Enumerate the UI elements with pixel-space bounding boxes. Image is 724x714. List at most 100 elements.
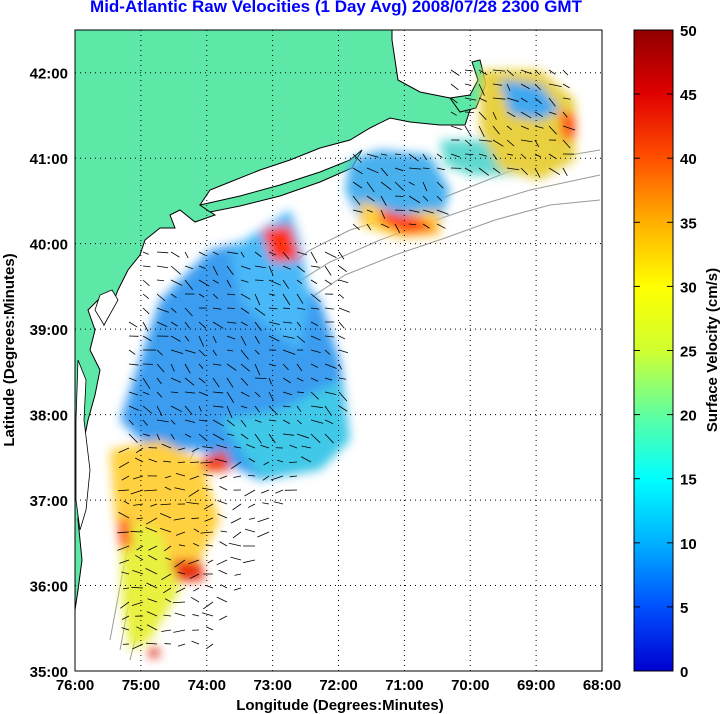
velocity-vector xyxy=(119,559,130,564)
velocity-vector xyxy=(254,433,262,444)
velocity-vector xyxy=(120,601,130,609)
velocity-vector xyxy=(254,363,261,376)
velocity-vector xyxy=(240,349,249,360)
velocity-vector xyxy=(338,335,346,340)
velocity-vector xyxy=(233,475,242,478)
velocity-vector xyxy=(162,587,172,594)
velocity-vector xyxy=(128,433,138,443)
velocity-vector xyxy=(408,181,415,186)
velocity-vector xyxy=(145,517,158,525)
velocity-vector xyxy=(534,83,541,91)
velocity-vector xyxy=(240,293,251,300)
velocity-vector xyxy=(118,511,130,519)
velocity-vector xyxy=(296,405,302,412)
velocity-vector xyxy=(193,528,200,533)
velocity-vector xyxy=(548,69,556,75)
velocity-vector xyxy=(296,377,304,382)
velocity-vector xyxy=(207,559,214,564)
velocity-vector xyxy=(191,447,200,453)
velocity-vector xyxy=(219,615,228,621)
velocity-vector xyxy=(135,447,144,454)
velocity-vector xyxy=(408,153,419,162)
velocity-vector xyxy=(268,307,278,310)
velocity-vector xyxy=(177,461,186,464)
velocity-vector xyxy=(212,391,224,394)
velocity-vector xyxy=(520,125,530,130)
y-tick-label: 42:00 xyxy=(30,66,68,83)
velocity-vector xyxy=(188,559,200,565)
x-tick-label: 76:00 xyxy=(56,677,94,694)
velocity-vector xyxy=(282,335,295,339)
velocity-vector xyxy=(352,195,361,206)
velocity-vector xyxy=(324,265,332,276)
velocity-vector xyxy=(422,181,428,192)
velocity-vector xyxy=(184,279,194,291)
velocity-vector xyxy=(184,349,196,354)
velocity-vector xyxy=(282,279,290,289)
velocity-vector xyxy=(520,83,530,90)
colorbar-tick-label: 15 xyxy=(680,472,697,489)
velocity-vector xyxy=(324,279,333,285)
velocity-vector xyxy=(189,573,200,579)
velocity-vector xyxy=(478,139,492,142)
velocity-vector xyxy=(310,293,321,303)
velocity-vector xyxy=(310,279,318,285)
velocity-vector xyxy=(214,458,228,463)
velocity-vector xyxy=(562,139,571,149)
velocity-vector xyxy=(204,517,214,522)
velocity-vector xyxy=(128,349,136,355)
velocity-vector xyxy=(520,167,528,176)
velocity-vector xyxy=(142,265,151,268)
velocity-vector xyxy=(156,391,163,398)
velocity-vector xyxy=(234,573,242,576)
velocity-vector xyxy=(203,503,214,510)
velocity-vector xyxy=(534,153,542,158)
velocity-vector xyxy=(492,97,506,100)
velocity-vector xyxy=(178,447,186,451)
velocity-vector xyxy=(464,139,473,147)
colorbar-tick-label: 50 xyxy=(680,23,697,40)
velocity-vector xyxy=(300,456,312,463)
velocity-vector xyxy=(184,251,189,259)
velocity-vector xyxy=(352,153,362,163)
velocity-vector xyxy=(282,405,291,408)
velocity-vector xyxy=(200,461,214,464)
colorbar-tick-label: 0 xyxy=(680,664,688,681)
velocity-vector xyxy=(408,223,417,226)
colorbar-tick-label: 40 xyxy=(680,151,697,168)
velocity-vector xyxy=(117,545,130,551)
velocity-vector xyxy=(142,391,150,396)
velocity-vector xyxy=(254,419,262,423)
velocity-vector xyxy=(170,405,182,412)
velocity-vector xyxy=(548,167,561,176)
velocity-vector xyxy=(150,503,158,507)
velocity-vector xyxy=(248,458,256,463)
velocity-vector xyxy=(226,265,234,276)
velocity-vector xyxy=(268,405,278,416)
velocity-vector xyxy=(520,97,528,103)
velocity-vector xyxy=(212,307,222,310)
velocity-vector xyxy=(156,405,163,416)
velocity-vector xyxy=(492,167,501,174)
velocity-vector xyxy=(394,223,401,233)
velocity-vector xyxy=(436,209,449,215)
velocity-vector xyxy=(164,475,172,479)
velocity-vector xyxy=(548,111,557,115)
velocity-vector xyxy=(226,377,234,388)
velocity-vector xyxy=(254,349,260,355)
velocity-vector xyxy=(174,612,186,617)
velocity-vector xyxy=(464,153,474,156)
velocity-region xyxy=(200,450,232,472)
velocity-vector xyxy=(506,83,511,91)
x-axis-title: Longitude (Degrees:Minutes) xyxy=(236,697,444,714)
velocity-vector xyxy=(142,321,149,332)
velocity-vector xyxy=(216,559,228,566)
velocity-vector xyxy=(282,419,291,424)
velocity-vector xyxy=(144,489,158,492)
velocity-vector xyxy=(131,601,144,606)
velocity-vector xyxy=(136,626,144,631)
velocity-vector xyxy=(422,167,430,170)
velocity-vector xyxy=(338,405,348,412)
velocity-vector xyxy=(240,377,249,386)
velocity-vector xyxy=(380,195,387,206)
